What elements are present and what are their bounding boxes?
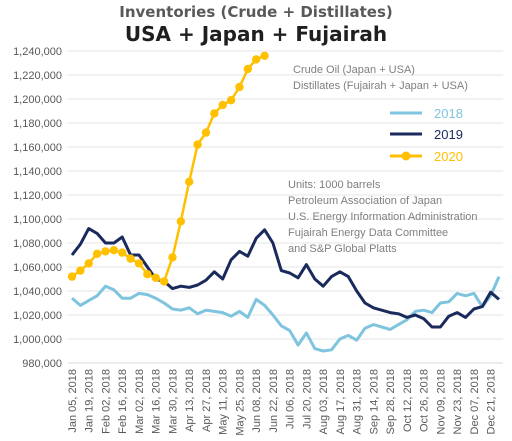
x-tick-label: Nov 09, 2018 — [435, 369, 447, 434]
x-tick-label: Nov 23, 2018 — [452, 369, 464, 434]
gridlines — [68, 50, 503, 340]
data-point-2020 — [134, 259, 144, 268]
x-tick-label: Jan 19, 2018 — [84, 369, 96, 433]
y-tick-label: 1,220,000 — [13, 70, 62, 82]
data-point-2020 — [210, 109, 219, 118]
legend: 2018 2019 2020 — [390, 106, 463, 164]
y-tick-label: 1,140,000 — [13, 166, 62, 178]
y-tick-label: 1,240,000 — [13, 46, 62, 58]
data-point-2020 — [109, 246, 119, 255]
data-point-2020 — [92, 249, 102, 258]
x-tick-label: May 11, 2018 — [218, 369, 230, 435]
y-axis: 980,000 1,000,000 1,020,000 1,040,000 1,060,… — [13, 46, 62, 370]
note-source-eia: U.S. Energy Information Administration — [288, 211, 478, 223]
x-tick-label: Oct 26, 2018 — [419, 369, 431, 432]
chart-subtitle: USA + Japan + Fujairah — [125, 22, 387, 46]
series-line-2018 — [71, 275, 501, 353]
x-tick-label: Sep 28, 2018 — [385, 369, 397, 434]
data-point-2020 — [251, 55, 261, 64]
legend-marker-2020 — [401, 151, 411, 161]
x-tick-label: Aug 31, 2018 — [352, 369, 364, 434]
x-tick-label: Dec 07, 2018 — [469, 369, 481, 434]
data-point-2020 — [118, 248, 127, 257]
y-tick-label: 1,080,000 — [13, 238, 62, 250]
x-tick-label: Sep 14, 2018 — [368, 369, 380, 434]
data-point-2020 — [201, 128, 211, 137]
note-source-platts: and S&P Global Platts — [288, 243, 397, 255]
y-tick-label: 980,000 — [22, 358, 62, 370]
x-tick-label: Dec 21, 2018 — [486, 369, 498, 434]
data-point-2020 — [235, 82, 244, 92]
note-units: Units: 1000 barrels — [288, 179, 381, 191]
y-tick-label: 1,000,000 — [13, 334, 62, 346]
data-point-2020 — [185, 177, 194, 186]
x-tick-label: Mar 30, 2018 — [167, 369, 179, 434]
x-tick-label: May 25, 2018 — [234, 369, 246, 436]
data-point-2020 — [176, 217, 186, 226]
x-tick-label: Jul 06, 2018 — [285, 369, 297, 429]
data-point-2020 — [218, 100, 227, 110]
data-point-2020 — [168, 253, 177, 262]
x-tick-label: Apr 13, 2018 — [184, 369, 196, 432]
x-tick-label: Jul 20, 2018 — [301, 369, 313, 429]
data-point-2020 — [143, 270, 152, 279]
x-axis: Jan 05, 2018 Jan 19, 2018 Feb 02, 2018 Feb … — [67, 369, 498, 436]
data-point-2020 — [159, 277, 169, 286]
chart-title: Inventories (Crude + Distillates) — [119, 3, 392, 21]
series-line-2020 — [71, 54, 266, 283]
x-tick-label: Oct 12, 2018 — [402, 369, 414, 432]
legend-label-2019: 2019 — [434, 127, 463, 142]
legend-label-2018: 2018 — [434, 106, 463, 121]
data-point-2020 — [84, 259, 93, 268]
data-point-2020 — [151, 273, 160, 282]
data-point-2020 — [226, 96, 236, 105]
x-tick-label: Aug 03, 2018 — [318, 369, 330, 434]
y-tick-label: 1,060,000 — [13, 262, 62, 274]
x-tick-label: Apr 27, 2018 — [201, 369, 213, 432]
x-tick-label: Feb 16, 2018 — [117, 369, 129, 434]
x-tick-label: Jun 22, 2018 — [268, 369, 280, 433]
y-tick-label: 1,040,000 — [13, 286, 62, 298]
data-type-notes: Crude Oil (Japan + USA) Distillates (Fuj… — [293, 64, 468, 92]
x-tick-label: Aug 17, 2018 — [335, 369, 347, 434]
note-source-fedcom: Fujairah Energy Data Committee — [288, 227, 448, 239]
series-line-2019 — [70, 227, 500, 329]
note-distillates: Distillates (Fujairah + Japan + USA) — [293, 80, 468, 92]
x-tick-label: Jan 05, 2018 — [67, 369, 79, 433]
data-point-2020 — [243, 64, 253, 74]
source-notes: Units: 1000 barrels Petroleum Associatio… — [288, 179, 478, 255]
x-tick-label: Mar 16, 2018 — [151, 369, 163, 434]
x-tick-label: Jun 08, 2018 — [251, 369, 263, 433]
data-point-2020 — [260, 51, 269, 60]
data-point-2020 — [67, 272, 77, 281]
y-tick-label: 1,020,000 — [13, 310, 62, 322]
x-tick-label: Mar 02, 2018 — [134, 369, 146, 434]
note-crude-oil: Crude Oil (Japan + USA) — [293, 64, 415, 76]
y-tick-label: 1,200,000 — [13, 94, 62, 106]
y-tick-label: 1,120,000 — [13, 190, 62, 202]
y-tick-label: 1,160,000 — [13, 142, 62, 154]
data-point-2020 — [76, 266, 85, 275]
y-tick-label: 1,100,000 — [13, 214, 62, 226]
data-point-2020 — [193, 140, 202, 149]
x-tick-label: Feb 02, 2018 — [100, 369, 112, 434]
series-layer — [67, 51, 501, 353]
note-source-paj: Petroleum Association of Japan — [288, 195, 442, 207]
data-point-2020 — [126, 254, 135, 263]
y-tick-label: 1,180,000 — [13, 118, 62, 130]
legend-label-2020: 2020 — [434, 149, 463, 164]
data-point-2020 — [101, 247, 110, 256]
